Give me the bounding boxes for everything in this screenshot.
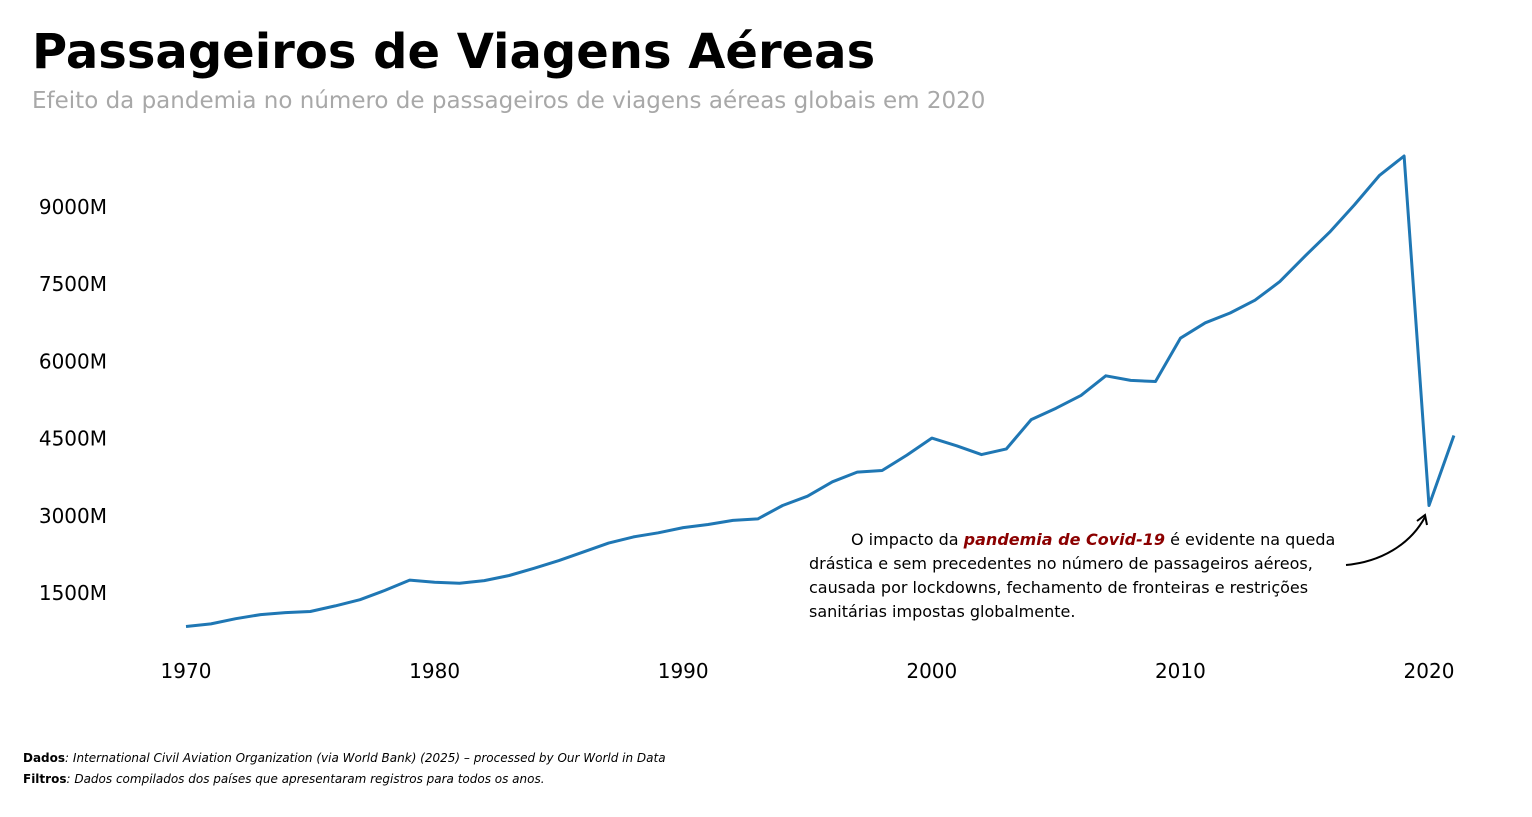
x-tick-label: 1970	[161, 659, 212, 683]
footer-source: Dados: International Civil Aviation Orga…	[23, 751, 666, 765]
annotation-suffix: é evidente na queda drástica e sem prece…	[809, 530, 1336, 621]
annotation-arrowhead	[1416, 513, 1428, 526]
footer-source-label: Dados	[23, 751, 66, 765]
series-group	[185, 154, 1456, 628]
y-tick-label: 6000M	[39, 349, 107, 373]
y-axis: 1500M 3000M 4500M 6000M 7500M 9000M	[39, 195, 107, 605]
x-tick-label: 2010	[1155, 659, 1206, 683]
annotation-highlight: pandemia de Covid-19	[963, 530, 1166, 549]
y-tick-label: 9000M	[39, 195, 107, 219]
x-tick-label: 1990	[658, 659, 709, 683]
footer-filter-label: Filtros	[23, 772, 67, 786]
passenger-series-line	[185, 154, 1456, 628]
x-tick-label: 2020	[1404, 659, 1455, 683]
footer-filter: Filtros: Dados compilados dos países que…	[23, 772, 545, 786]
annotation-arrow	[1345, 516, 1426, 566]
annotation-prefix: O impacto da	[851, 530, 964, 549]
covid-annotation: O impacto da pandemia de Covid-19 é evid…	[809, 528, 1339, 624]
chart-subtitle: Efeito da pandemia no número de passagei…	[32, 88, 986, 114]
x-axis: 1970 1980 1990 2000 2010 2020	[161, 659, 1455, 683]
x-tick-label: 1980	[409, 659, 460, 683]
y-tick-label: 7500M	[39, 272, 107, 296]
footer-filter-text: : Dados compilados dos países que aprese…	[66, 772, 545, 786]
y-tick-label: 1500M	[39, 581, 107, 605]
y-tick-label: 4500M	[39, 427, 107, 451]
footer-source-text: : International Civil Aviation Organizat…	[65, 751, 666, 765]
x-tick-label: 2000	[906, 659, 957, 683]
chart-title: Passageiros de Viagens Aéreas	[32, 24, 876, 80]
y-tick-label: 3000M	[39, 504, 107, 528]
